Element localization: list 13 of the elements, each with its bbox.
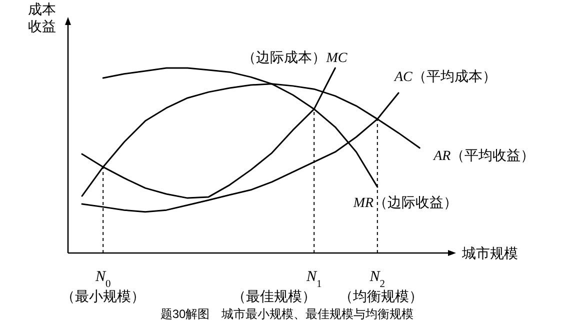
x-axis-title: 城市规模 <box>461 246 518 262</box>
series-label: AC（平均成本） <box>394 68 496 85</box>
text: 题30解图 城市最小规模、最佳规模与均衡规模 <box>160 307 414 321</box>
x-tick-label: N$_{2}$ <box>368 269 386 290</box>
series-label: MR（边际收益） <box>352 194 458 211</box>
x-tick-label: N$_{1}$ <box>305 269 322 290</box>
series-label: （边际成本）MC <box>242 50 348 66</box>
series-label: AR（平均收益） <box>432 148 535 164</box>
text: （均衡规模） <box>339 289 423 305</box>
text: （最小规模） <box>61 289 145 305</box>
text: （最佳规模） <box>232 289 316 305</box>
x-tick-label: N$_{0}$ <box>94 269 111 290</box>
y-axis-title: 成本收益 <box>28 2 56 35</box>
